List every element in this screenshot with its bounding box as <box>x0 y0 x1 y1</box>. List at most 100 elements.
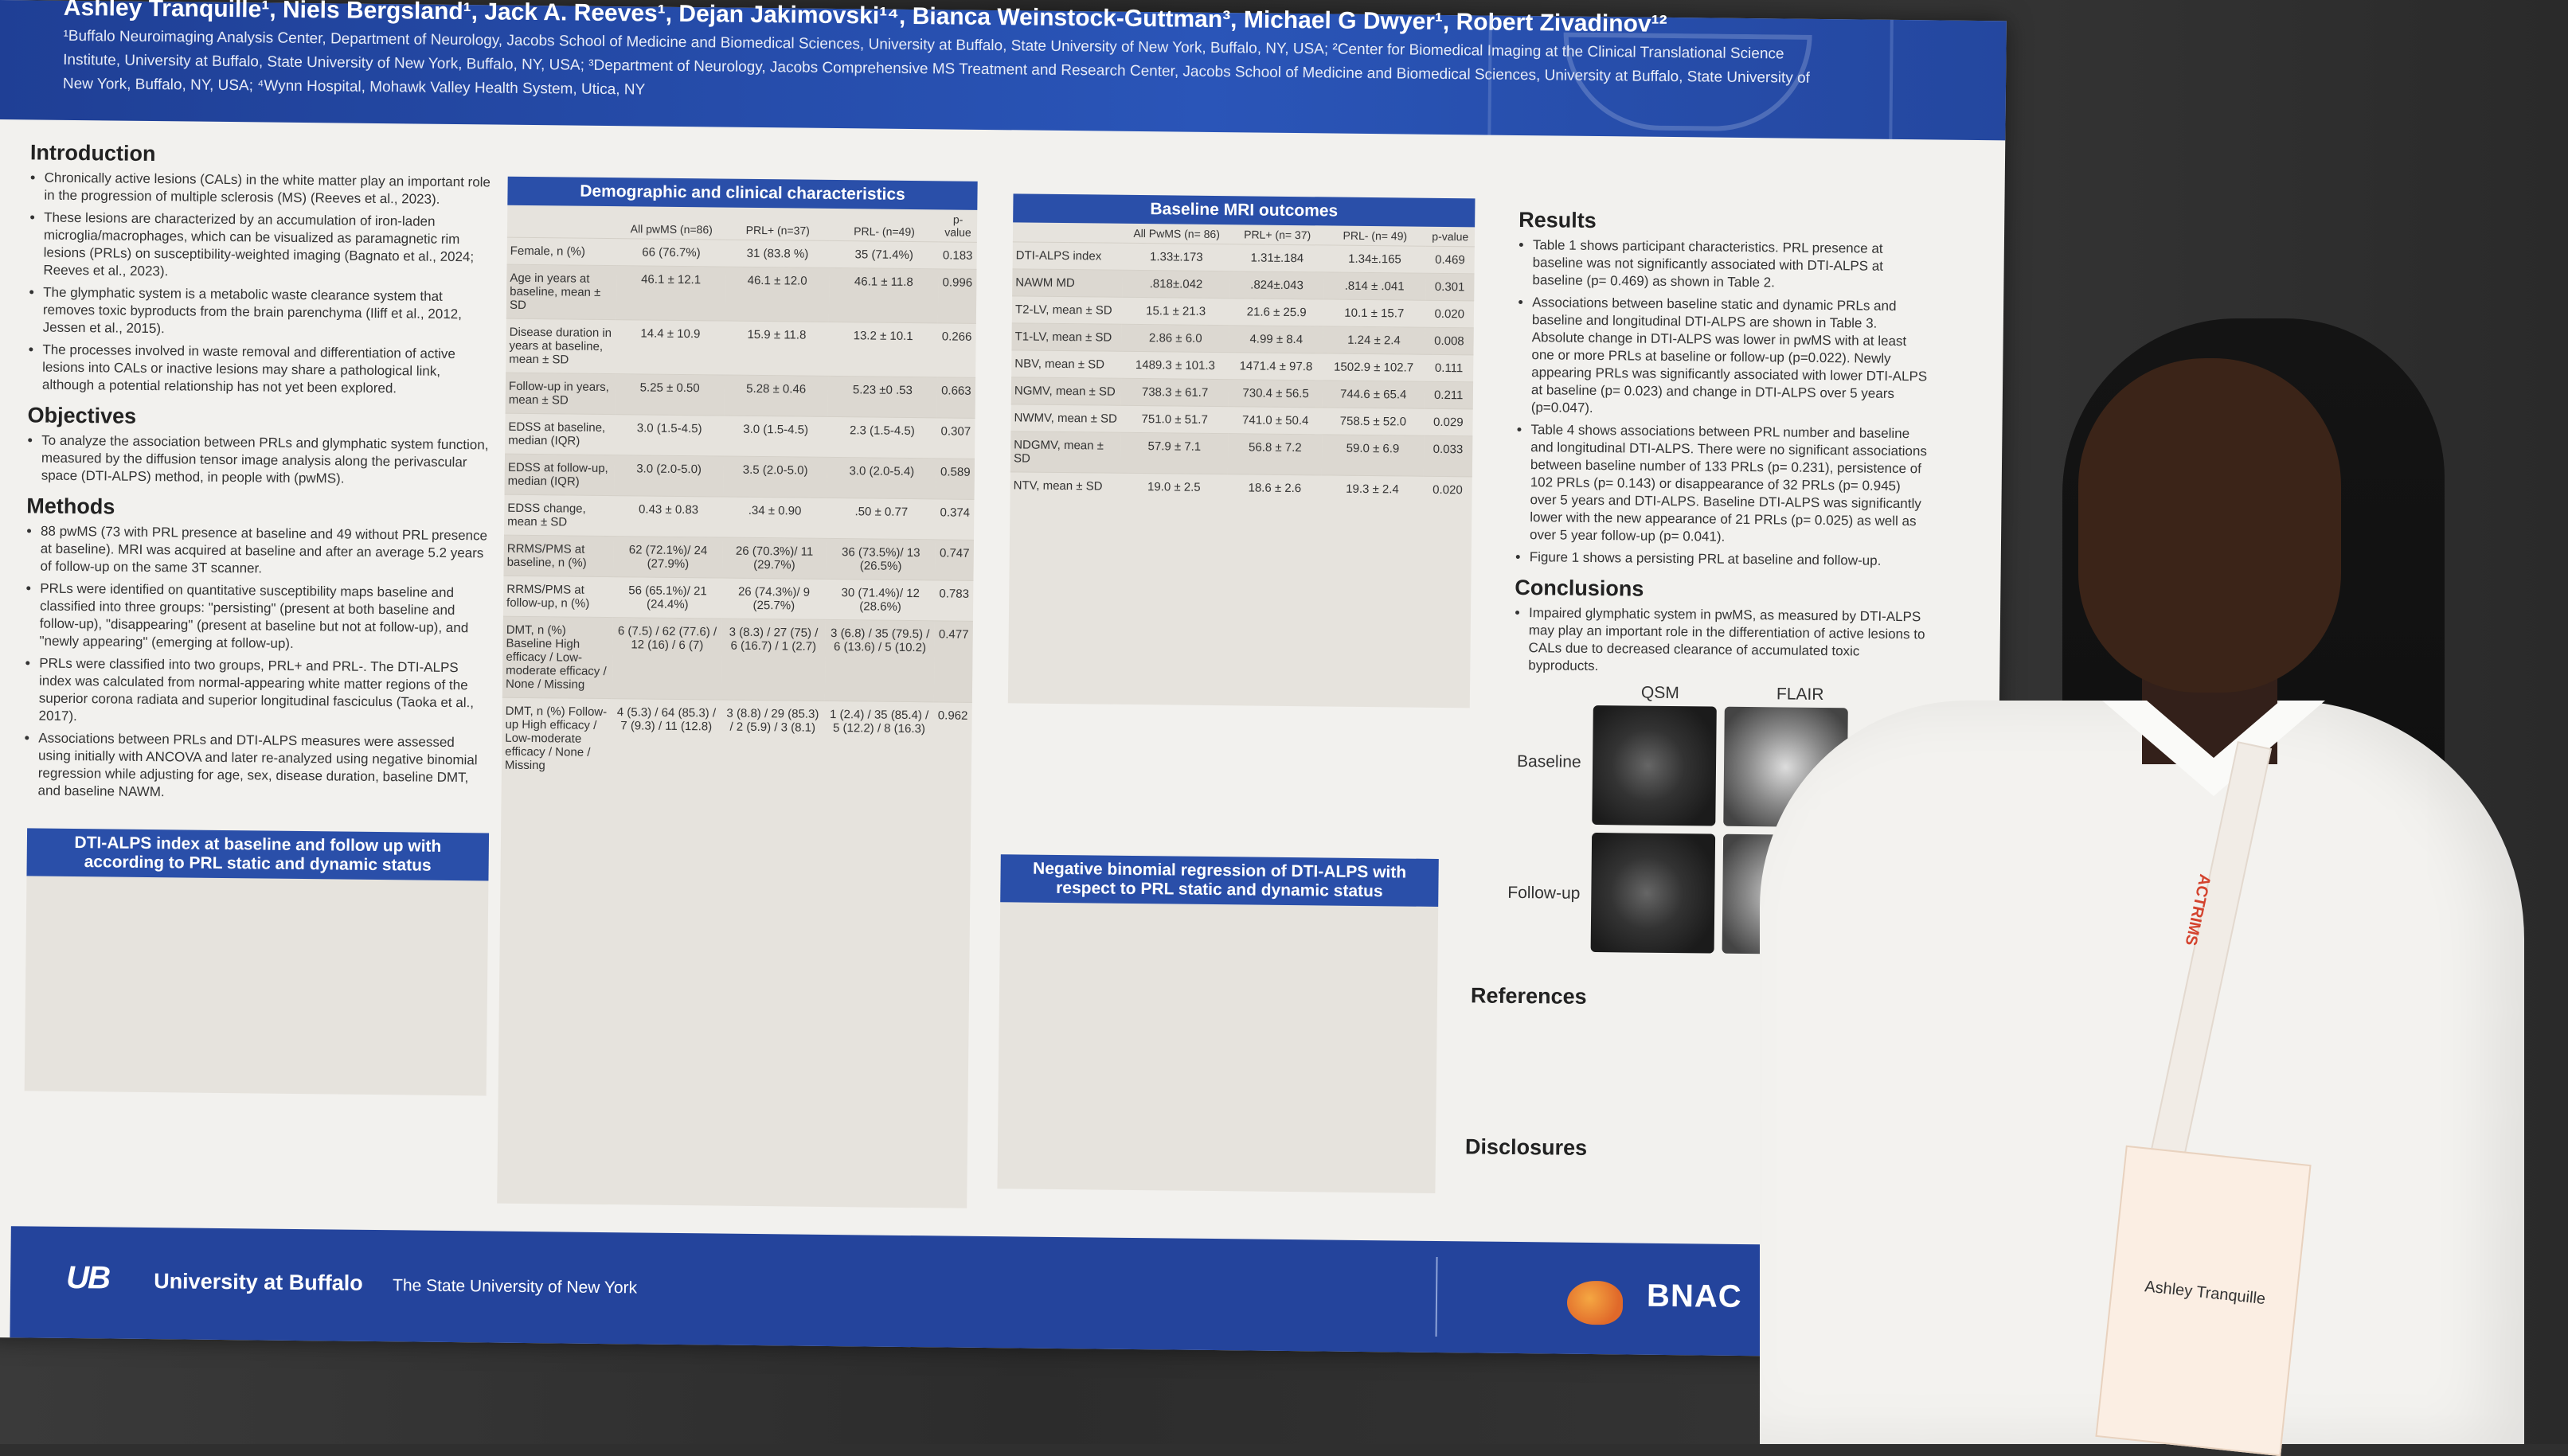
methods-item: 88 pwMS (73 with PRL presence at baselin… <box>40 523 488 580</box>
table-cell: 3.0 (2.0-5.4) <box>827 457 937 499</box>
name-badge: Ashley Tranquille <box>2095 1145 2312 1456</box>
table-cell: 1502.9 ± 102.7 <box>1323 353 1425 382</box>
table-cell: 0.589 <box>936 458 975 500</box>
table-row: NDGMV, mean ± SD 57.9 ± 7.1 56.8 ± 7.2 59.0… <box>1010 431 1473 477</box>
table-row: EDSS at baseline, median (IQR) 3.0 (1.5-4… <box>505 413 975 459</box>
table-cell: 738.3 ± 61.7 <box>1120 378 1229 407</box>
table-cell: 741.0 ± 50.4 <box>1228 406 1323 435</box>
table-cell: 5.28 ± 0.46 <box>724 375 829 417</box>
methods-item: PRLs were classified into two groups, PR… <box>38 655 487 730</box>
poster-header: Ashley Tranquille¹, Niels Bergsland¹, Ja… <box>0 0 2007 141</box>
table-row: EDSS at follow-up, median (IQR) 3.0 (2.0-… <box>504 454 975 500</box>
table-cell: 14.4 ± 10.9 <box>616 319 725 376</box>
intro-item: The glymphatic system is a metabolic was… <box>43 284 491 342</box>
table-cell: NTV, mean ± SD <box>1010 471 1120 500</box>
figure-row-label: Baseline <box>1516 752 1581 771</box>
table-cell: 0.962 <box>932 701 972 783</box>
table-cell: Follow-up in years, mean ± SD <box>505 373 616 415</box>
table-header-cell: All PwMS (n= 86) <box>1133 226 1221 241</box>
footer-divider <box>1435 1256 1438 1337</box>
ub-logo: UB <box>65 1259 110 1296</box>
table-cell: 0.183 <box>938 241 977 270</box>
results-heading: Results <box>1519 207 1597 233</box>
table-cell: 19.0 ± 2.5 <box>1120 473 1229 502</box>
table-cell: 0.307 <box>936 417 975 459</box>
table-header-row: All pwMS (n=86) PRL+ (n=37) PRL- (n=49) … <box>507 205 977 243</box>
table-cell: DMT, n (%) Follow-up High efficacy / Low… <box>501 697 612 780</box>
table-cell: 744.6 ± 65.4 <box>1322 380 1425 409</box>
figure-col-label: QSM <box>1640 683 1679 703</box>
table-cell: EDSS at follow-up, median (IQR) <box>504 454 616 496</box>
table-row: Age in years at baseline, mean ± SD 46.1 … <box>506 264 977 324</box>
table-cell: 758.5 ± 52.0 <box>1322 407 1425 436</box>
table-cell: 35 (71.4%) <box>829 240 939 269</box>
table-cell: 0.469 <box>1425 246 1475 274</box>
table2-body: DTI-ALPS index 1.33±.173 1.31±.184 1.34±.16… <box>1010 241 1475 504</box>
table-header-cell <box>1013 222 1123 243</box>
table-cell: 0.033 <box>1423 435 1473 477</box>
poster-footer: UB University at Buffalo The State Unive… <box>10 1226 1994 1359</box>
table-cell: 5.23 ±0 .53 <box>827 376 938 418</box>
table-cell: 46.1 ± 12.0 <box>725 267 830 322</box>
table-cell: 13.2 ± 10.1 <box>828 322 938 377</box>
table-cell: 0.663 <box>936 377 976 419</box>
table-cell: DTI-ALPS index <box>1012 241 1123 271</box>
table-cell: 751.0 ± 51.7 <box>1120 405 1229 434</box>
table-cell: 1.34±.165 <box>1323 244 1426 274</box>
university-seal-watermark <box>1487 15 1894 139</box>
objectives-heading: Objectives <box>27 403 137 428</box>
table-cell: 0.111 <box>1424 354 1474 382</box>
table-cell: Age in years at baseline, mean ± SD <box>506 264 617 320</box>
table-header-cell: PRL- (n= 49) <box>1343 228 1408 243</box>
table-cell: Disease duration in years at baseline, m… <box>506 318 616 374</box>
intro-item: Chronically active lesions (CALs) in the… <box>44 170 491 209</box>
intro-item: The processes involved in waste removal … <box>42 342 491 399</box>
table-cell: 4 (5.3) / 64 (85.3) / 7 (9.3) / 11 (12.8… <box>611 698 721 781</box>
table-cell: 0.783 <box>934 580 974 622</box>
table-cell: 1 (2.4) / 35 (85.4) / 5 (12.2) / 8 (16.3… <box>823 701 934 783</box>
table-cell: 1471.4 ± 97.8 <box>1229 352 1323 381</box>
table-cell: EDSS change, mean ± SD <box>503 494 615 537</box>
table-cell: 2.3 (1.5-4.5) <box>827 416 937 459</box>
demographics-table: All pwMS (n=86) PRL+ (n=37) PRL- (n=49) … <box>501 205 978 783</box>
methods-item: Associations between PRLs and DTI-ALPS m… <box>37 730 486 805</box>
table-cell: 66 (76.7%) <box>616 238 726 267</box>
table-cell: 6 (7.5) / 62 (77.6) / 12 (16) / 6 (7) <box>612 617 722 701</box>
table-cell: 56.8 ± 7.2 <box>1228 433 1323 475</box>
research-poster: Ashley Tranquille¹, Niels Bergsland¹, Ja… <box>0 0 2007 1358</box>
table-cell: 36 (73.5%)/ 13 (26.5%) <box>826 538 936 580</box>
table2-box: Baseline MRI outcomes All PwMS (n= 86) P… <box>1007 193 1476 708</box>
references-section: References <box>1471 983 1789 1015</box>
table-cell: EDSS at baseline, median (IQR) <box>505 413 616 455</box>
table-cell: 56 (65.1%)/ 21 (24.4%) <box>612 576 722 619</box>
table-cell: 21.6 ± 25.9 <box>1229 298 1324 326</box>
disclosures-section: Disclosures <box>1465 1134 1784 1166</box>
objectives-item: To analyze the association between PRLs … <box>41 432 490 490</box>
table-cell: NGMV, mean ± SD <box>1010 377 1122 406</box>
intro-list: Chronically active lesions (CALs) in the… <box>28 169 492 398</box>
table-cell: 3.5 (2.0-5.0) <box>723 456 828 498</box>
table-cell: 5.25 ± 0.50 <box>615 373 725 416</box>
table-row: DMT, n (%) Follow-up High efficacy / Low… <box>501 697 972 783</box>
table-cell: 1.33±.173 <box>1122 243 1231 271</box>
table-cell: 1.24 ± 2.4 <box>1323 326 1425 355</box>
table-cell: 2.86 ± 6.0 <box>1121 324 1230 353</box>
table-cell: 0.029 <box>1423 408 1473 436</box>
table-cell: 0.020 <box>1423 476 1472 504</box>
table-cell: 730.4 ± 56.5 <box>1229 379 1323 408</box>
table-cell: 0.301 <box>1425 273 1475 301</box>
methods-list: 88 pwMS (73 with PRL presence at baselin… <box>23 522 488 804</box>
table-cell: 0.747 <box>935 539 974 581</box>
table-cell: 18.6 ± 2.6 <box>1227 474 1322 502</box>
mri-outcomes-table: All PwMS (n= 86) PRL+ (n= 37) PRL- (n= 4… <box>1010 222 1476 504</box>
university-subtitle: The State University of New York <box>392 1276 638 1298</box>
table-cell: 26 (74.3%)/ 9 (25.7%) <box>721 578 827 620</box>
table-row: RRMS/PMS at follow-up, n (%) 56 (65.1%)/ … <box>502 576 974 622</box>
table-cell: RRMS/PMS at baseline, n (%) <box>503 535 614 577</box>
table-cell: NWMV, mean ± SD <box>1010 404 1121 433</box>
mri-qsm-baseline-image <box>1592 705 1717 826</box>
table-cell: 19.3 ± 2.4 <box>1321 474 1424 503</box>
table-cell: 57.9 ± 7.1 <box>1120 432 1229 474</box>
table-cell: 0.477 <box>933 620 973 703</box>
table-cell: 0.374 <box>935 498 975 541</box>
